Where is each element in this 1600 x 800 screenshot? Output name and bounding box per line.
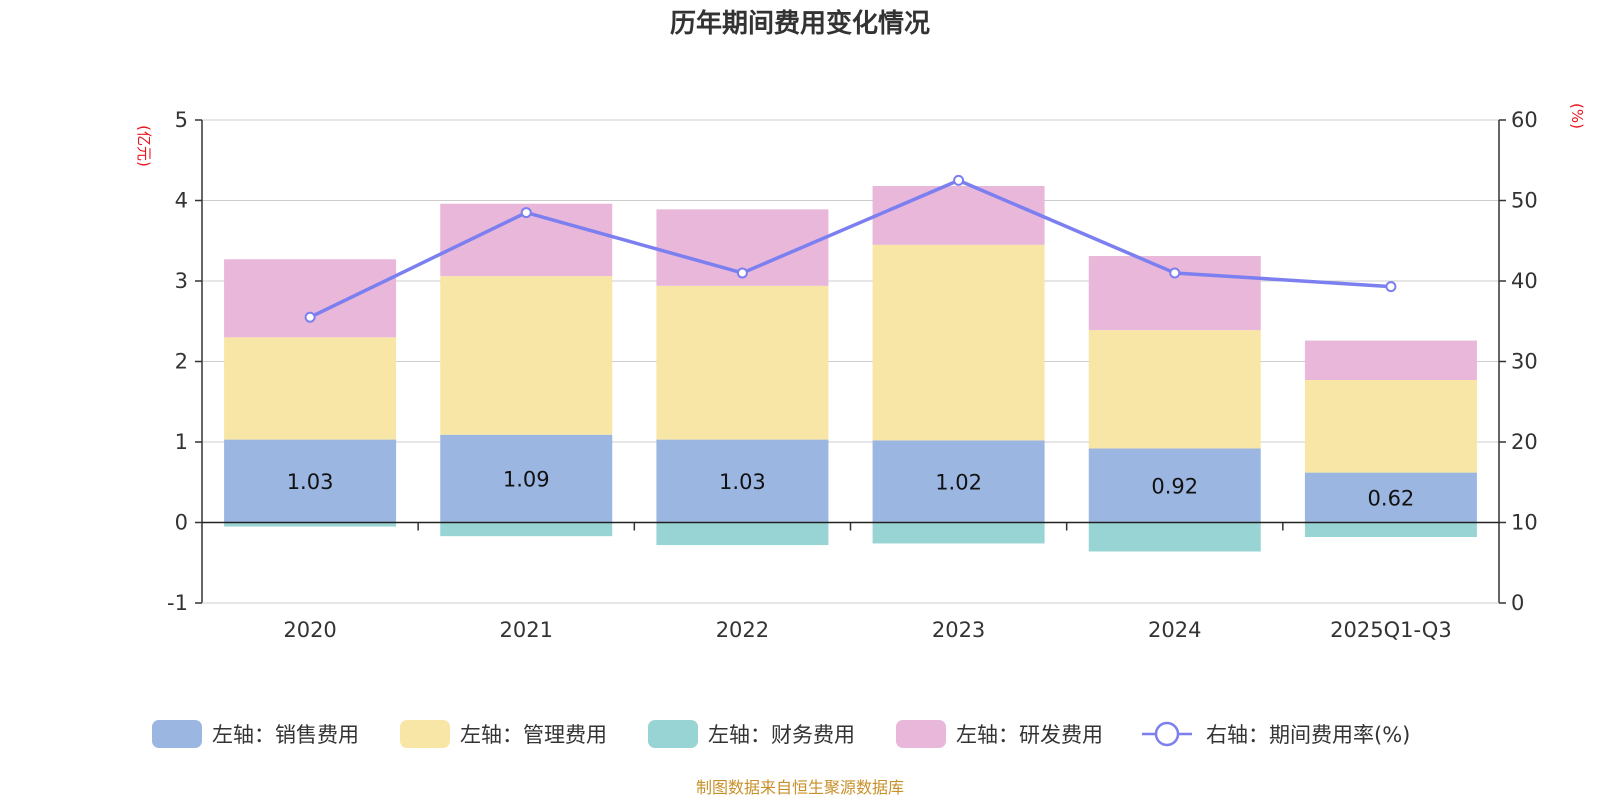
x-tick-label: 2023 (932, 618, 985, 642)
data-label: 1.03 (287, 470, 334, 494)
chart-title: 历年期间费用变化情况 (670, 8, 930, 39)
data-label: 1.09 (503, 468, 550, 492)
bars-layer (224, 186, 1477, 552)
left-tick-label: 0 (175, 511, 188, 535)
right-tick-label: 60 (1511, 108, 1538, 132)
x-tick-label: 2022 (716, 618, 769, 642)
bar-segment (224, 337, 397, 440)
bar-segment (224, 522, 397, 527)
right-tick-label: 0 (1511, 591, 1524, 615)
right-tick-label: 40 (1511, 269, 1538, 293)
bar-segment (872, 186, 1045, 245)
data-label: 0.92 (1151, 474, 1198, 498)
left-axis-unit: (亿元) (135, 125, 153, 167)
left-tick-label: 4 (175, 189, 188, 213)
right-tick-label: 50 (1511, 189, 1538, 213)
left-tick-label: 3 (175, 269, 188, 293)
bar-segment (1088, 522, 1261, 552)
legend-label: 左轴：销售费用 (212, 723, 359, 747)
left-tick-label: -1 (167, 591, 188, 615)
bar-segment (656, 439, 829, 523)
legend-label: 左轴：财务费用 (708, 723, 855, 747)
source-note: 制图数据来自恒生聚源数据库 (696, 778, 904, 797)
bar-segment (224, 439, 397, 523)
bar-segment (872, 522, 1045, 544)
bar-segment (440, 434, 613, 523)
data-labels-layer: 1.03 1.09 1.03 1.02 0.92 0.62 (287, 468, 1415, 511)
bar-segment (1304, 472, 1477, 523)
data-label: 0.62 (1368, 487, 1415, 511)
data-label: 1.03 (719, 470, 766, 494)
x-tick-label: 2020 (283, 618, 336, 642)
right-tick-label: 10 (1511, 511, 1538, 535)
legend-swatch (400, 720, 450, 748)
legend-swatch (896, 720, 946, 748)
right-tick-label: 30 (1511, 350, 1538, 374)
legend-marker-icon (1154, 721, 1180, 747)
bar-segment (656, 285, 829, 440)
bar-segment (440, 522, 613, 537)
legend-label: 左轴：研发费用 (956, 723, 1103, 747)
left-tick-label: 2 (175, 350, 188, 374)
rate-point (1169, 267, 1181, 279)
bar-segment (1088, 256, 1261, 331)
legend-swatch (152, 720, 202, 748)
rate-point (736, 267, 748, 279)
bar-segment (440, 276, 613, 435)
right-tick-label: 20 (1511, 430, 1538, 454)
rate-line (309, 178, 1392, 319)
bar-segment (872, 244, 1045, 441)
bar-segment (872, 440, 1045, 523)
bar-segment (656, 522, 829, 546)
rate-point (953, 174, 965, 186)
bar-segment (1088, 330, 1261, 449)
x-tick-label: 2021 (500, 618, 553, 642)
right-axis-unit: (%) (1568, 103, 1586, 129)
bar-segment (1304, 380, 1477, 473)
bar-segment (1088, 448, 1261, 523)
rate-point (520, 207, 532, 219)
x-tick-label: 2024 (1148, 618, 1201, 642)
bar-segment (1304, 522, 1477, 537)
rate-line-layer (304, 174, 1397, 323)
legend: 左轴：销售费用 左轴：管理费用 左轴：财务费用 左轴：研发费用 右轴：期间费用率(%) (152, 720, 1410, 748)
rate-point (1385, 281, 1397, 293)
left-tick-label: 1 (175, 430, 188, 454)
data-label: 1.02 (935, 470, 982, 494)
bar-segment (1304, 340, 1477, 381)
bar-segment (224, 259, 397, 338)
legend-label: 左轴：管理费用 (460, 723, 607, 747)
legend-swatch (648, 720, 698, 748)
left-tick-label: 5 (175, 108, 188, 132)
rate-point (304, 311, 316, 323)
legend-label: 右轴：期间费用率(%) (1206, 723, 1410, 747)
x-tick-label: 2025Q1-Q3 (1330, 618, 1452, 642)
gridlines (202, 119, 1499, 604)
